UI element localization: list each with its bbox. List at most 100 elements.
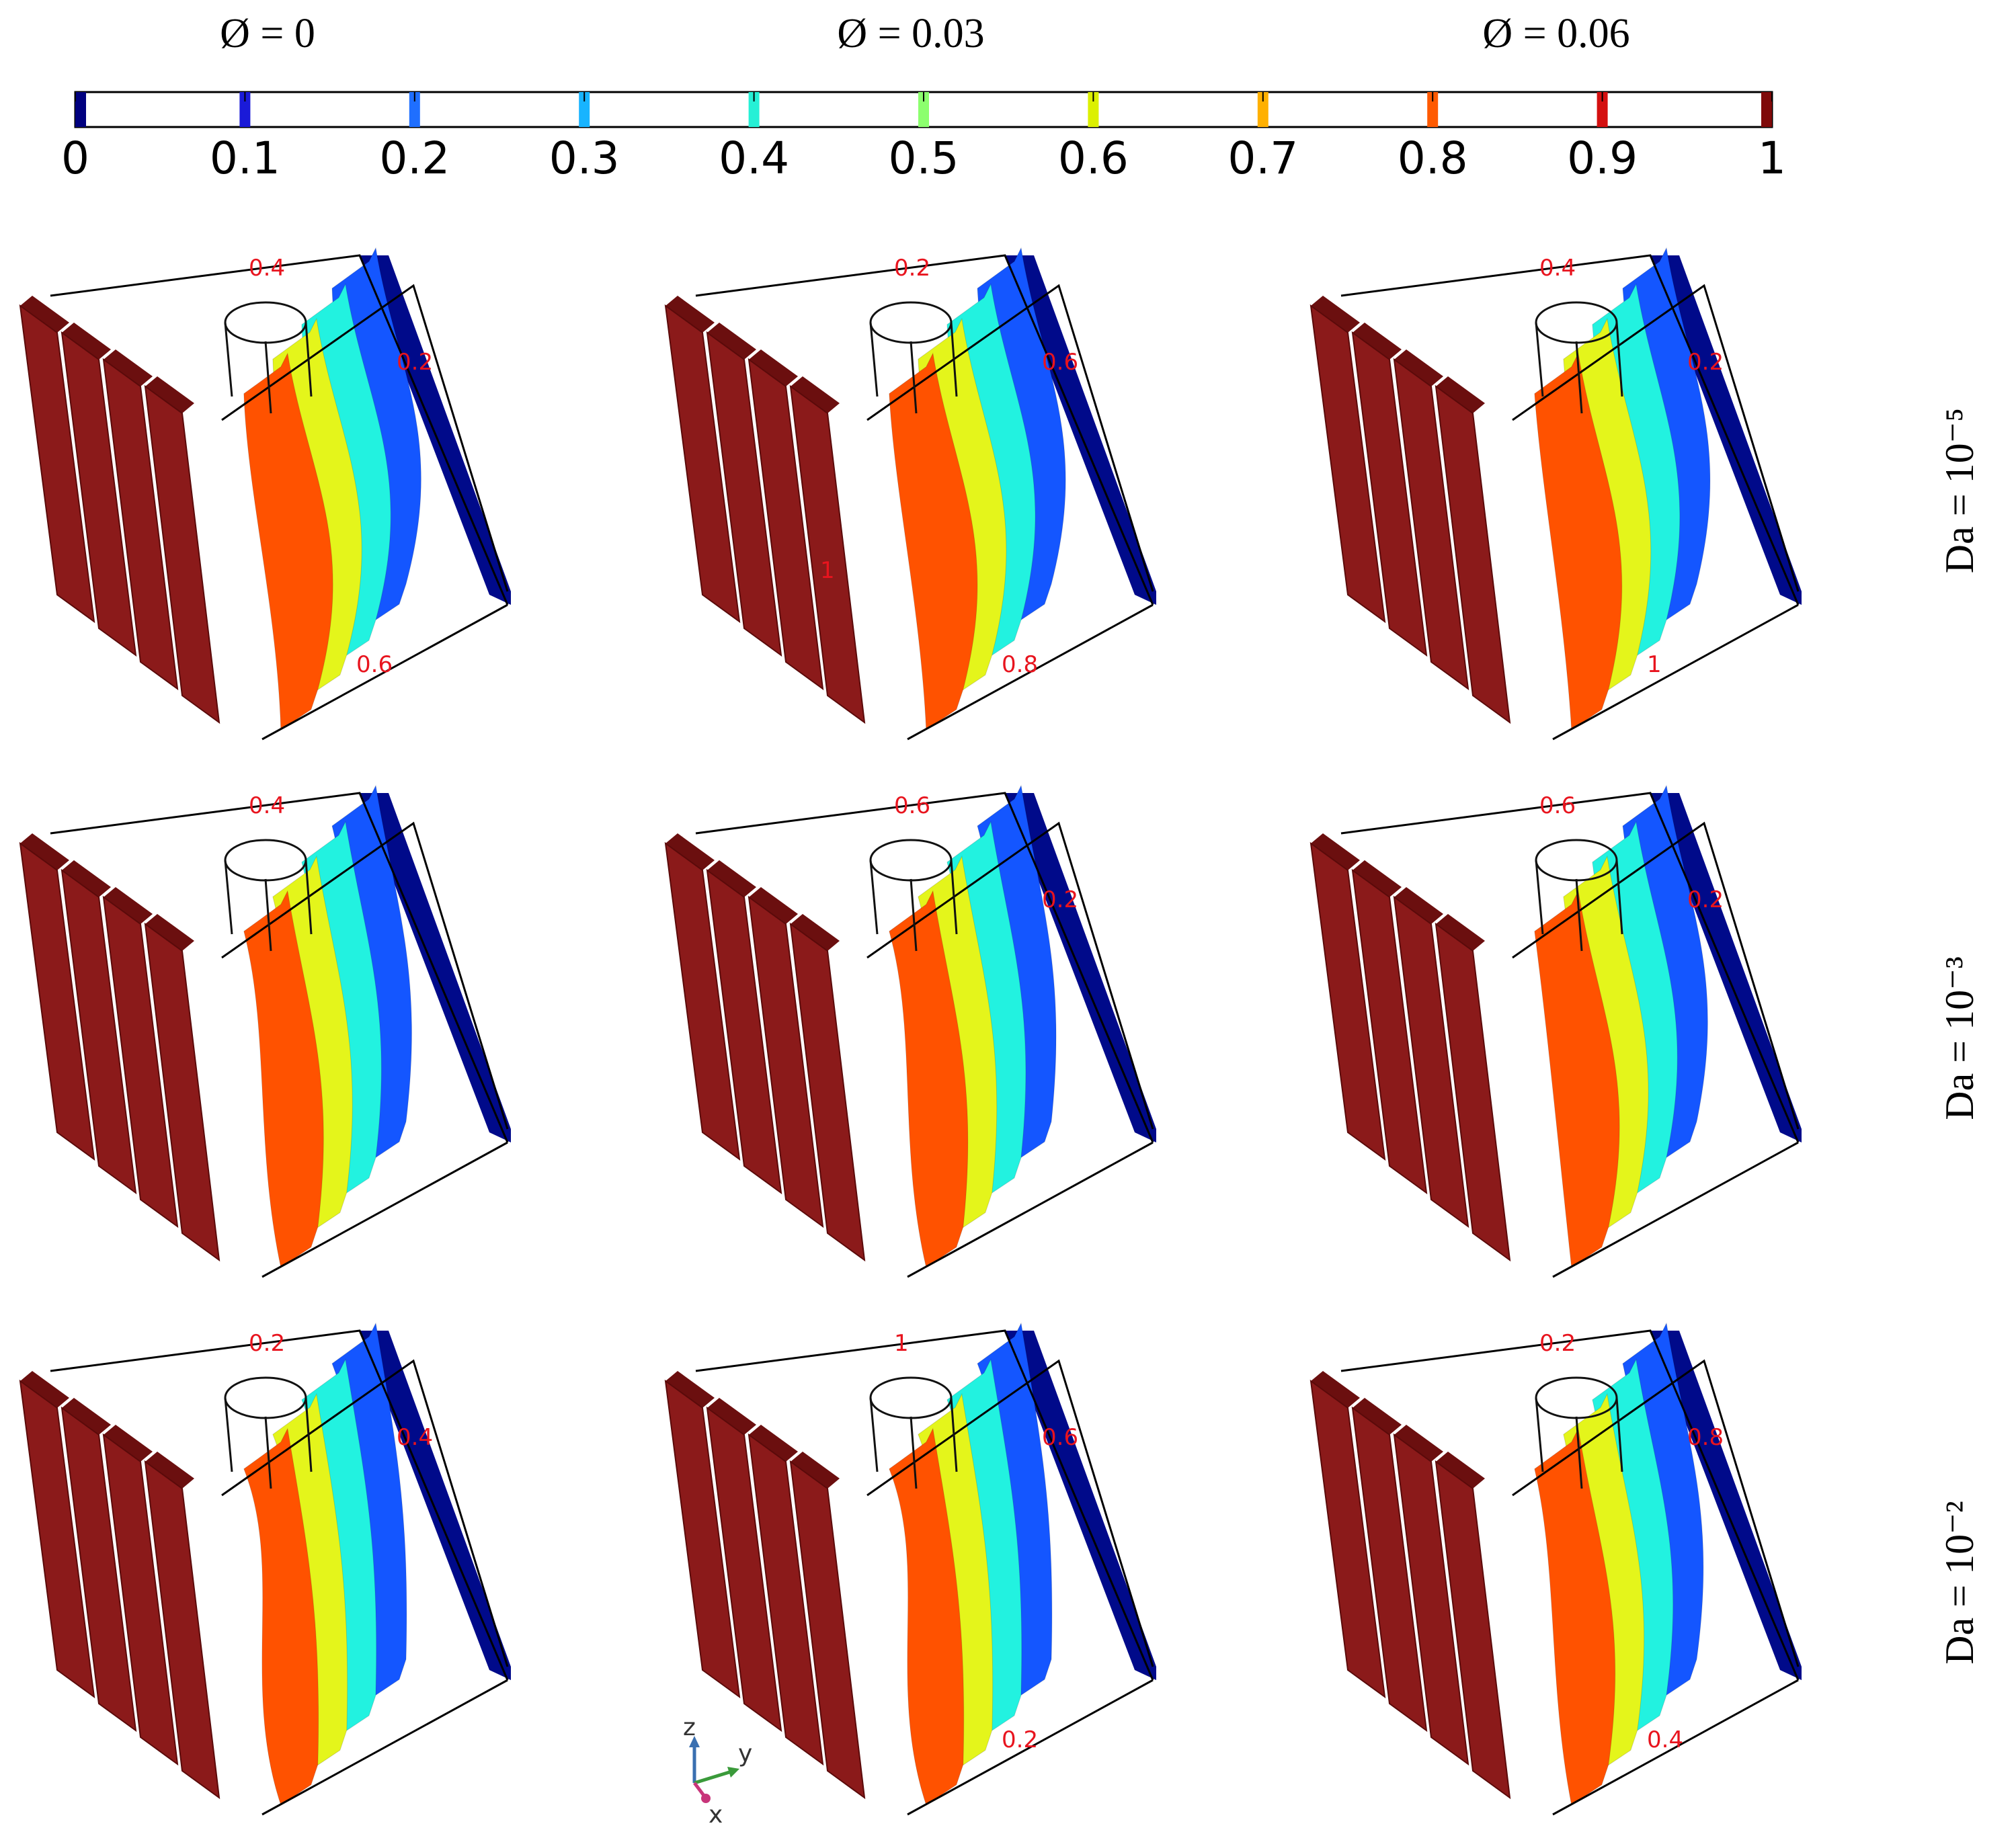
box-edge-front-bottom (261, 1141, 508, 1278)
isosurface-panel: 0.4 0.2 0.6 (19, 247, 511, 741)
cylinder-edge (1535, 860, 1544, 935)
z-axis-label: z (683, 1714, 696, 1741)
box-edge-front-top (1512, 1359, 1800, 1667)
x-axis-label: x (709, 1801, 723, 1829)
colorbar-band (918, 92, 929, 127)
fin-top (1353, 860, 1402, 897)
heater-fin (19, 304, 95, 624)
fin-top (707, 323, 756, 360)
fin-top (749, 887, 798, 924)
fin-top (104, 1425, 153, 1462)
contour-label: 0.2 (1687, 886, 1724, 913)
y-axis-arrow (727, 1767, 739, 1778)
colorbar-band (239, 92, 251, 127)
colorbar-tick-label: 0.3 (549, 132, 620, 184)
cylinder-edge (869, 1397, 879, 1472)
isosurface-sheet (1534, 1427, 1616, 1806)
fin-top (62, 1398, 111, 1435)
contour-label: 0.6 (1042, 1424, 1078, 1451)
box-edge-front-top (1512, 821, 1800, 1130)
fin-top (62, 323, 111, 360)
row-label-da-1e-3: Da = 10⁻³ (1937, 956, 1982, 1120)
x-axis-line (693, 1782, 706, 1798)
x-axis-dot (701, 1794, 711, 1803)
fin-top (791, 1452, 840, 1489)
isosurface-panel: 0.2 0.4 (19, 1322, 511, 1816)
isosurface-panel: 0.6 0.2 (664, 784, 1156, 1278)
cylinder-top (224, 839, 307, 882)
cylinder-edge (1615, 860, 1623, 935)
fin-top (1436, 376, 1485, 413)
heater-fin (664, 841, 741, 1161)
contour-label: 0.6 (1539, 792, 1576, 819)
cylinder-top (869, 1376, 953, 1419)
isosurface-panel: 0.4 0.2 1 (1309, 247, 1802, 741)
colorbar-tick-label: 1 (1758, 132, 1786, 184)
heater-fin (61, 331, 137, 657)
heater-fin (144, 922, 220, 1262)
heater-fin (144, 384, 220, 724)
cylinder-edge (910, 341, 918, 414)
fin-top (791, 914, 840, 951)
contour-label: 0.2 (1687, 349, 1724, 376)
heater-fin (1435, 384, 1511, 724)
isosurface-panel: 0.6 0.2 (1309, 784, 1802, 1278)
heater-fin (1309, 841, 1386, 1161)
cylinder-edge (869, 860, 879, 935)
column-label-phi-0: Ø = 0 (220, 11, 315, 56)
heater-fin (102, 358, 179, 691)
column-label-phi-0.03: Ø = 0.03 (837, 11, 984, 56)
cylinder-edge (305, 322, 313, 397)
axes-triad: z y x (683, 1714, 752, 1829)
fin-top (1311, 833, 1360, 870)
heater-fin (144, 1460, 220, 1800)
heater-fin (748, 895, 824, 1228)
column-label-phi-0.06: Ø = 0.06 (1482, 11, 1629, 56)
box-edge-back (50, 792, 509, 1143)
contour-label: 0.4 (249, 792, 285, 819)
colorbar-tick-label: 0.8 (1398, 132, 1468, 184)
cylinder-edge (224, 1397, 233, 1472)
cylinder-edge (305, 1397, 313, 1472)
fin-top (1436, 914, 1485, 951)
isosurface-panel: 0.2 0.8 0.4 (1309, 1322, 1802, 1816)
contour-label: 0.2 (1002, 1726, 1038, 1753)
heater-fin (706, 1406, 782, 1733)
fin-top (1394, 887, 1443, 924)
row-label-da-1e-5: Da = 10⁻⁵ (1937, 408, 1982, 573)
heater-fin (1351, 868, 1428, 1195)
cylinder-edge (1535, 322, 1544, 397)
heater-fin (664, 304, 741, 624)
box-edge-front-bottom (261, 1679, 508, 1816)
box-edge-back (1340, 792, 1800, 1143)
fin-top (104, 887, 153, 924)
contour-label: 0.2 (397, 349, 433, 376)
cylinder-edge (264, 341, 272, 414)
isosurface-panel: 0.4 (19, 784, 511, 1278)
colorbar-tick-label: 0.2 (379, 132, 450, 184)
cylinder-edge (305, 860, 313, 935)
heater-fin (1351, 331, 1428, 657)
isosurface-panel: 0.2 0.6 0.8 1 (664, 247, 1156, 741)
cylinder-edge (1615, 322, 1623, 397)
heater-fin (102, 895, 179, 1228)
heater-fin (706, 868, 782, 1195)
colorbar-tick-label: 0.6 (1058, 132, 1129, 184)
colorbar-band (409, 92, 420, 127)
box-edge-front-bottom (907, 1141, 1154, 1278)
contour-label: 0.4 (1647, 1726, 1683, 1753)
heater-fin (61, 868, 137, 1195)
heater-fin (19, 1379, 95, 1699)
isosurface-sheet (243, 890, 324, 1268)
cylinder-edge (224, 322, 233, 397)
fin-top (1311, 296, 1360, 333)
fin-top (20, 1371, 69, 1408)
fin-top (1436, 1452, 1485, 1489)
contour-label: 1 (894, 1330, 909, 1357)
fin-top (62, 860, 111, 897)
heater-fin (1309, 1379, 1386, 1699)
isosurface-sheet (243, 352, 333, 731)
box-edge-front-bottom (1552, 1141, 1799, 1278)
contour-label: 0.2 (894, 255, 930, 282)
heater-fin (1393, 1433, 1469, 1766)
